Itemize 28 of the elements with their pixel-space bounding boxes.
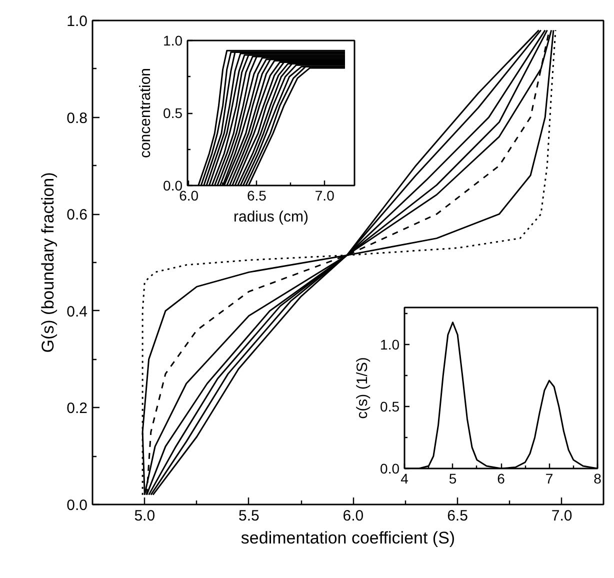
x-tick-label: 5 [448, 470, 457, 486]
x-tick-label: 8 [594, 470, 602, 486]
x-tick-label: 4 [400, 470, 409, 486]
y-tick-label: 1.0 [66, 13, 88, 30]
y-tick-label: 1.0 [163, 32, 183, 48]
x-tick-label: 7 [545, 470, 554, 486]
x-tick-label: 6 [497, 470, 506, 486]
y-tick-label: 0.0 [380, 460, 400, 476]
x-axis-title: radius (cm) [233, 208, 309, 226]
y-axis-title: c(s) (1/S) [354, 357, 372, 419]
x-tick-label: 7.0 [314, 188, 335, 204]
y-axis-title: concentration [137, 68, 154, 158]
x-tick-label: 6.5 [247, 188, 267, 204]
x-tick-label: 5.0 [134, 508, 156, 524]
y-tick-label: 0.5 [380, 398, 400, 415]
y-tick-label: 0.0 [66, 497, 88, 514]
y-tick-label: 0.6 [66, 206, 88, 224]
y-tick-label: 0.8 [66, 110, 88, 127]
x-tick-label: 7.0 [551, 508, 572, 524]
x-tick-label: 6.5 [447, 508, 468, 524]
y-tick-label: 0.2 [66, 400, 88, 418]
x-tick-label: 5.5 [238, 508, 260, 524]
x-axis-title: sedimentation coefficient (S) [240, 528, 456, 548]
x-tick-label: 6.0 [342, 508, 364, 524]
y-tick-label: 0.5 [163, 105, 183, 121]
y-tick-label: 0.4 [66, 303, 88, 320]
y-tick-label: 1.0 [380, 336, 400, 353]
y-axis-title: G(s) (boundary fraction) [38, 172, 58, 353]
